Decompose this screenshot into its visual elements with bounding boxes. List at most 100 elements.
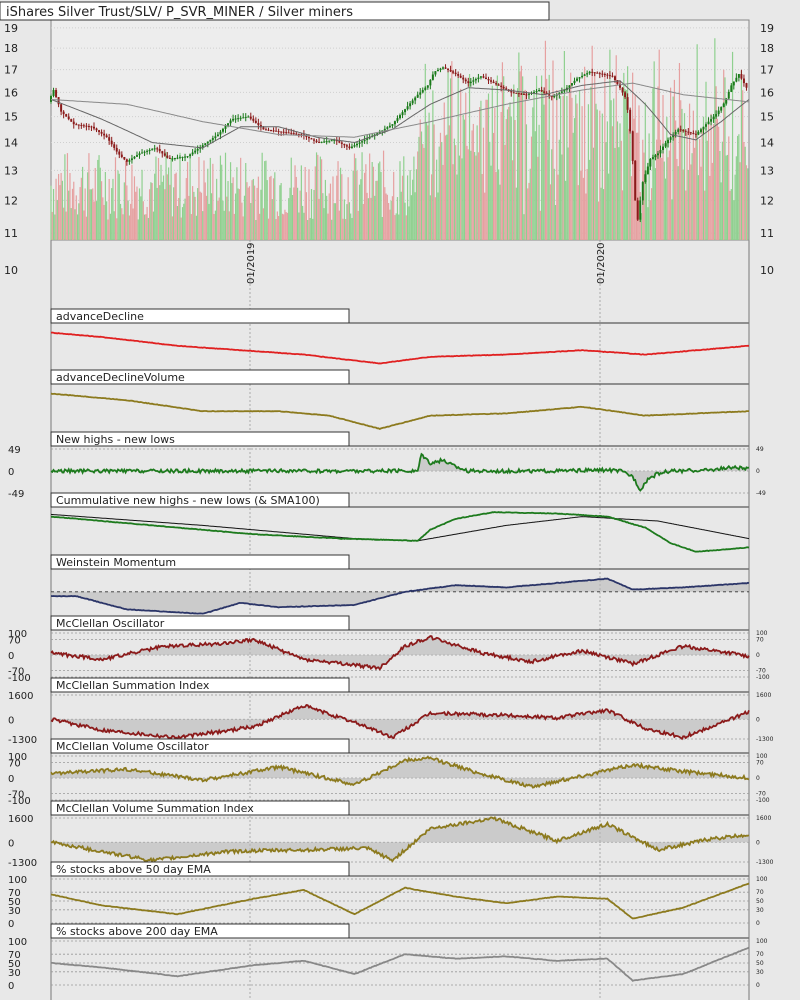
candle-body [211,138,214,140]
candle-body [338,141,341,143]
candle-body [363,139,366,142]
candle-body [639,200,642,220]
panel-title: % stocks above 200 day EMA [56,925,218,938]
price-tick-left: 15 [4,111,18,124]
candle-body [487,78,490,81]
candle-body [401,112,404,116]
candle-body [307,136,310,139]
candle-body [694,133,697,135]
candle-body [50,95,52,102]
candle-body [191,152,194,155]
candle-body [586,73,589,75]
candle-body [715,114,718,117]
candle-body [270,130,273,132]
candle-body [204,143,207,146]
candle-body [176,157,179,159]
candle-body [189,154,192,157]
price-tick-left: 12 [4,194,18,207]
candle-body [545,92,548,95]
price-tick-left: 13 [4,164,18,177]
date-axis-label: 01/2020 [596,242,607,284]
panel-series-line [50,946,750,982]
price-tick-right: 16 [760,86,774,99]
panel-title-box [50,923,350,939]
candle-body [115,147,118,152]
moving-average-sma200 [50,82,750,138]
candle-body [156,148,159,150]
candle-body [740,74,743,79]
panel-tick-right: 0 [756,775,760,782]
panel-tick-left: -49 [8,489,24,500]
candle-body [439,68,442,70]
panel-tick-left: 0 [8,774,14,785]
candle-body [684,130,687,132]
candle-body [611,75,614,77]
panel-title: advanceDeclineVolume [56,371,185,384]
candle-body [148,150,151,152]
panel-title-box [50,369,350,385]
candle-body [108,137,111,141]
price-tick-right: 19 [760,22,774,35]
candle-body [376,133,379,135]
candle-body [674,131,677,135]
candle-body [651,157,654,159]
candle-body [525,94,528,96]
candle-body [510,91,513,93]
candle-body [52,90,55,96]
candle-body [353,145,356,147]
candle-body [356,143,359,146]
candle-body [624,92,627,98]
candle-body [90,126,93,128]
panel-series-line [50,452,750,492]
panel-title-box [50,492,350,508]
candle-body [297,133,300,135]
panel-tick-left: 70 [8,888,21,899]
candle-body [186,156,189,158]
panel-tick-left: 0 [8,467,14,478]
candle-body [543,91,546,93]
candle-body [687,131,690,133]
panel-tick-right: 100 [756,753,768,760]
candle-body [232,118,235,121]
candle-body [75,124,78,126]
candle-body [449,70,452,72]
candle-body [57,97,60,105]
candle-body [292,133,295,135]
candle-body [244,116,247,118]
candle-body [646,166,649,175]
candle-body [267,129,270,131]
candle-body [219,131,222,135]
panel-title-box [50,615,350,631]
panel-tick-left: 100 [8,629,27,640]
candle-body [315,140,318,142]
candle-body [447,68,450,71]
candle-body [576,78,579,81]
candle-body [735,77,738,82]
candle-body [452,71,455,73]
main-chart-title: iShares Silver Trust/SLV/ P_SVR_MINER / … [6,5,353,20]
candle-body [616,80,619,84]
candle-body [406,106,409,110]
candle-body [538,90,541,92]
candle-body [732,81,735,86]
panel-tick-right: 70 [756,637,764,644]
candle-body [70,119,73,122]
candle-body [659,149,662,154]
candle-body [287,132,290,134]
candle-body [146,150,149,152]
candle-body [472,80,475,82]
candle-body [621,87,624,93]
candle-body [125,159,128,162]
candle-body [388,125,391,128]
panel-tick-right: -1300 [756,859,774,866]
panel-title: McClellan Volume Summation Index [56,802,254,815]
candle-body [214,136,217,139]
candle-body [171,158,174,160]
candle-body [65,114,68,117]
candle-body [206,141,209,144]
candle-body [247,116,250,118]
candle-body [310,138,313,140]
panel-tick-right: 0 [756,920,760,927]
panel-title: Weinstein Momentum [56,556,176,569]
